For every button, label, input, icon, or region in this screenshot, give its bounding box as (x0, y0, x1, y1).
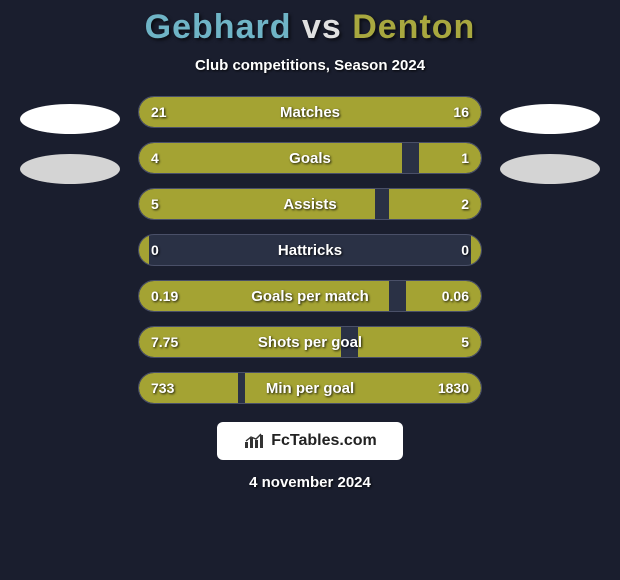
logo-rest: Tables.com (290, 432, 377, 449)
chart-icon (243, 432, 265, 450)
stat-row: 0 0Hattricks (138, 234, 482, 266)
fill-left (139, 143, 402, 173)
player2-name: Denton (352, 8, 475, 46)
left-ellipse-2 (20, 154, 120, 184)
fill-right (406, 281, 481, 311)
fill-right (245, 373, 481, 403)
stat-left-value: 0 (151, 235, 159, 265)
comparison-content: 2116Matches 41Goals 52Assists 0 0Hattricks 0.… (20, 96, 600, 404)
vs-text: vs (302, 8, 342, 46)
stat-row: 7331830Min per goal (138, 372, 482, 404)
fill-left (139, 235, 149, 265)
fill-left (139, 327, 341, 357)
logo-text: FcTables.com (271, 432, 377, 450)
comparison-title: Gebhard vs Denton (145, 8, 476, 47)
fill-left (139, 281, 389, 311)
stat-row: 0.190.06Goals per match (138, 280, 482, 312)
fill-right (419, 143, 481, 173)
player1-name: Gebhard (145, 8, 292, 46)
fctables-logo: FcTables.com (217, 422, 403, 460)
stat-label: Hattricks (139, 235, 481, 265)
left-side-column (20, 96, 120, 184)
right-side-column (500, 96, 600, 184)
fill-left (139, 97, 351, 127)
stat-right-value: 0 (461, 235, 469, 265)
fill-right (351, 97, 481, 127)
fill-left (139, 373, 238, 403)
stat-bars: 2116Matches 41Goals 52Assists 0 0Hattricks 0.… (138, 96, 482, 404)
right-ellipse-1 (500, 104, 600, 134)
fill-right (389, 189, 481, 219)
stat-row: 52Assists (138, 188, 482, 220)
left-ellipse-1 (20, 104, 120, 134)
stat-row: 41Goals (138, 142, 482, 174)
fill-right (358, 327, 481, 357)
logo-fc: Fc (271, 432, 290, 449)
right-ellipse-2 (500, 154, 600, 184)
date-text: 4 november 2024 (249, 474, 371, 491)
stat-row: 2116Matches (138, 96, 482, 128)
fill-right (471, 235, 481, 265)
subtitle: Club competitions, Season 2024 (195, 57, 425, 74)
stat-row: 7.755Shots per goal (138, 326, 482, 358)
fill-left (139, 189, 375, 219)
